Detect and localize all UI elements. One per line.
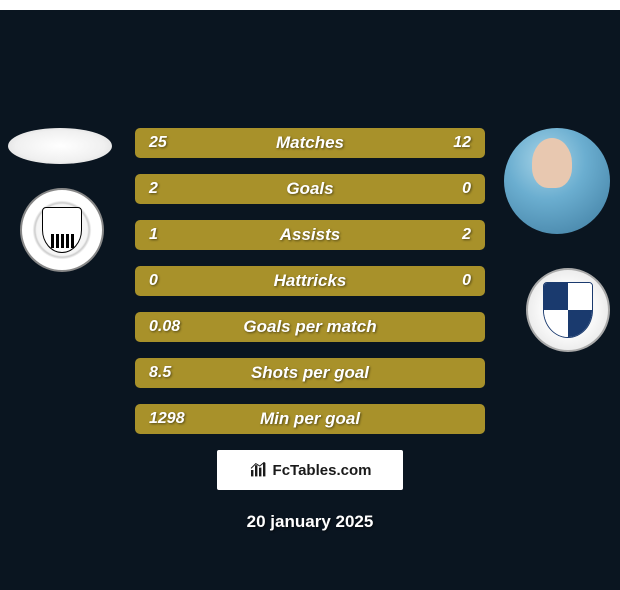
stat-row-hattricks: 0 Hattricks 0: [135, 266, 485, 296]
stat-label: Assists: [135, 225, 485, 245]
stat-row-matches: 25 Matches 12: [135, 128, 485, 158]
stat-label: Hattricks: [135, 271, 485, 291]
stat-label: Shots per goal: [135, 363, 485, 383]
stat-label: Matches: [135, 133, 485, 153]
stat-row-shots-per-goal: 8.5 Shots per goal: [135, 358, 485, 388]
stat-row-goals: 2 Goals 0: [135, 174, 485, 204]
stat-row-min-per-goal: 1298 Min per goal: [135, 404, 485, 434]
stat-row-goals-per-match: 0.08 Goals per match: [135, 312, 485, 342]
fctables-watermark: FcTables.com: [217, 450, 403, 490]
stat-row-assists: 1 Assists 2: [135, 220, 485, 250]
stats-container: 25 Matches 12 2 Goals 0 1 Assists 2 0 Ha…: [0, 128, 620, 450]
stat-label: Goals per match: [135, 317, 485, 337]
stat-label: Min per goal: [135, 409, 485, 429]
stat-label: Goals: [135, 179, 485, 199]
bar-chart-icon: [249, 462, 269, 478]
date-label: 20 january 2025: [0, 512, 620, 532]
fctables-label: FcTables.com: [273, 462, 372, 479]
